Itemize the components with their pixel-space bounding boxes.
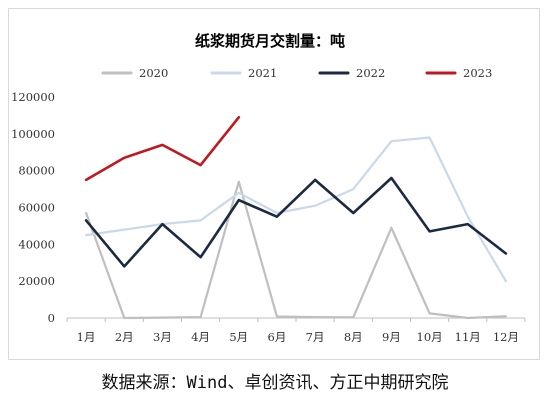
x-tick-label: 2月 <box>115 330 134 344</box>
series-line-2023 <box>84 116 241 182</box>
y-tick-label: 0 <box>48 311 55 325</box>
x-tick-label: 7月 <box>306 330 325 344</box>
chart-title: 纸浆期货月交割量：吨 <box>195 32 345 50</box>
y-tick-label: 60000 <box>18 201 55 215</box>
chart-frame <box>8 8 540 360</box>
legend-label-2020: 2020 <box>139 66 168 80</box>
y-tick-label: 20000 <box>18 274 55 288</box>
y-axis: 0 20000 40000 60000 80000 100000 120000 <box>11 90 55 325</box>
series-line-2021 <box>85 136 507 283</box>
x-tick-label: 3月 <box>153 330 172 344</box>
legend-label-2021: 2021 <box>248 66 277 80</box>
x-tick-label: 8月 <box>344 330 363 344</box>
y-tick-label: 80000 <box>18 164 55 178</box>
x-tick-label: 6月 <box>268 330 287 344</box>
series-lines <box>84 116 508 320</box>
y-tick-label: 120000 <box>11 90 55 104</box>
x-tick-label: 10月 <box>417 330 443 344</box>
line-chart: 纸浆期货月交割量：吨 2020 2021 2022 2023 0 20000 40000 6… <box>11 32 526 344</box>
series-line-2022 <box>84 176 508 268</box>
x-tick-label: 11月 <box>455 330 481 344</box>
legend-label-2022: 2022 <box>356 66 385 80</box>
y-tick-label: 100000 <box>11 127 55 141</box>
legend: 2020 2021 2022 2023 <box>101 66 492 80</box>
x-tick-label: 9月 <box>382 330 401 344</box>
x-tick-label: 12月 <box>493 330 519 344</box>
legend-label-2023: 2023 <box>463 66 492 80</box>
x-tick-label: 5月 <box>229 330 248 344</box>
x-tick-label: 4月 <box>191 330 210 344</box>
x-axis: 1月 2月 3月 4月 5月 6月 7月 8月 9月 10月 11月 12月 <box>66 318 526 344</box>
y-tick-label: 40000 <box>18 237 55 251</box>
series-line-2020 <box>85 180 507 320</box>
x-tick-label: 1月 <box>77 330 96 344</box>
source-note: 数据来源：Wind、卓创资讯、方正中期研究院 <box>101 373 449 393</box>
